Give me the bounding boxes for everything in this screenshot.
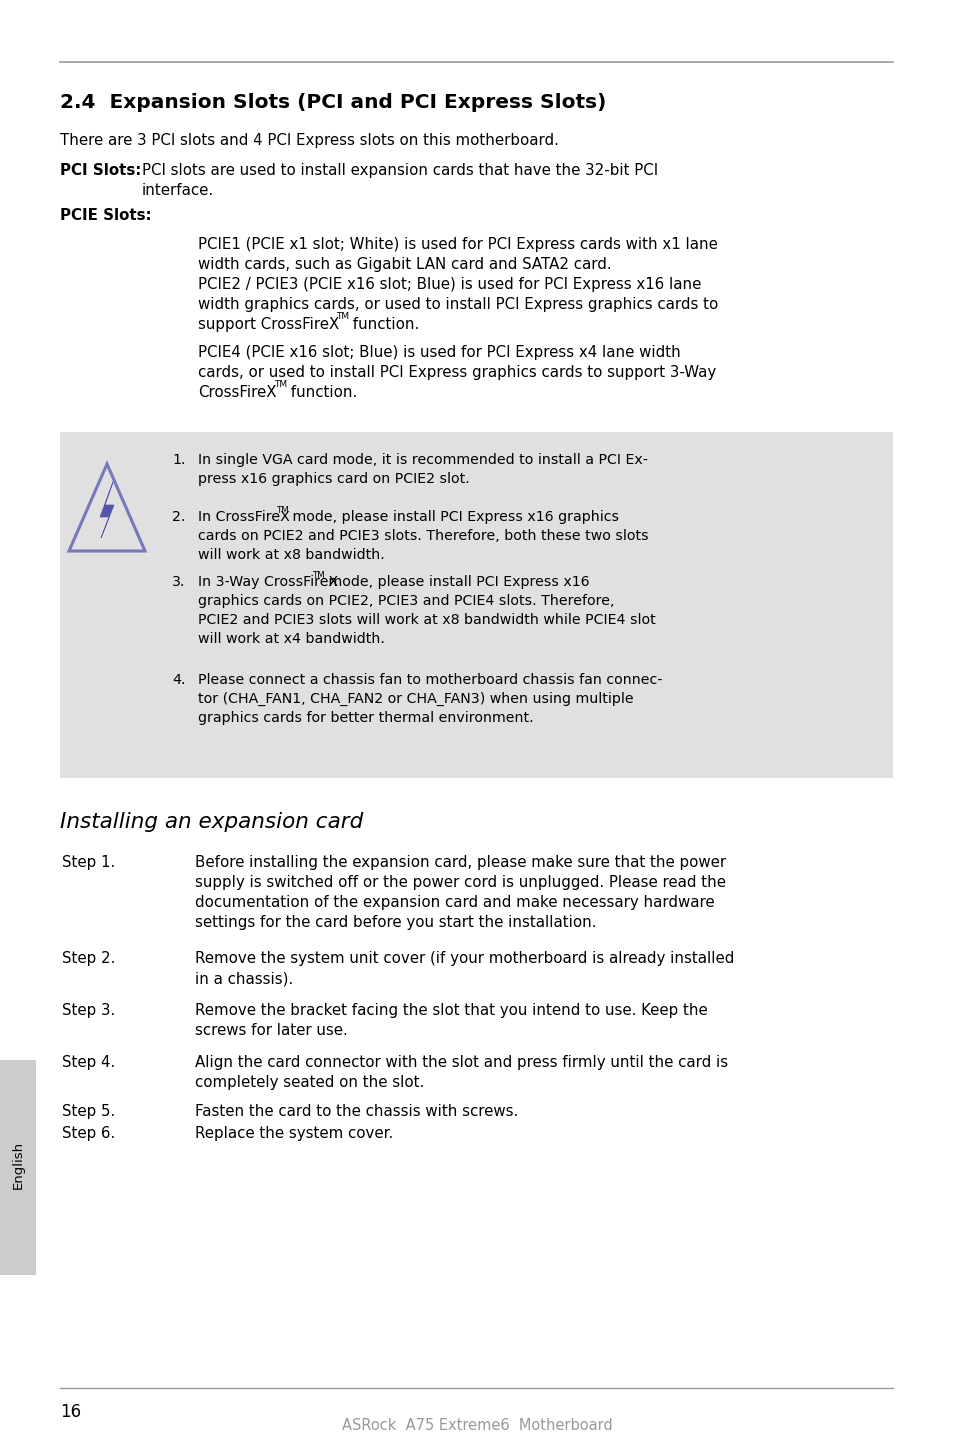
Text: Step 6.: Step 6. <box>62 1126 115 1141</box>
FancyBboxPatch shape <box>60 432 892 778</box>
Text: Remove the system unit cover (if your motherboard is already installed: Remove the system unit cover (if your mo… <box>194 951 734 967</box>
Text: Replace the system cover.: Replace the system cover. <box>194 1126 393 1141</box>
Text: Please connect a chassis fan to motherboard chassis fan connec-: Please connect a chassis fan to motherbo… <box>198 673 661 687</box>
Text: CrossFireX: CrossFireX <box>198 385 276 400</box>
Text: cards, or used to install PCI Express graphics cards to support 3-Way: cards, or used to install PCI Express gr… <box>198 365 716 379</box>
Text: PCI slots are used to install expansion cards that have the 32-bit PCI: PCI slots are used to install expansion … <box>142 163 658 178</box>
Text: TM: TM <box>276 505 290 516</box>
Text: TM: TM <box>313 571 326 580</box>
Text: documentation of the expansion card and make necessary hardware: documentation of the expansion card and … <box>194 895 714 909</box>
Text: 4.: 4. <box>172 673 185 687</box>
Text: PCIE Slots:: PCIE Slots: <box>60 208 152 223</box>
Text: Step 4.: Step 4. <box>62 1055 115 1070</box>
Text: TM: TM <box>274 379 287 390</box>
Text: PCIE2 and PCIE3 slots will work at x8 bandwidth while PCIE4 slot: PCIE2 and PCIE3 slots will work at x8 ba… <box>198 613 655 627</box>
Text: mode, please install PCI Express x16 graphics: mode, please install PCI Express x16 gra… <box>288 510 618 524</box>
Text: Step 3.: Step 3. <box>62 1002 115 1018</box>
Text: Before installing the expansion card, please make sure that the power: Before installing the expansion card, pl… <box>194 855 725 871</box>
Text: width cards, such as Gigabit LAN card and SATA2 card.: width cards, such as Gigabit LAN card an… <box>198 256 611 272</box>
Text: TM: TM <box>335 312 349 321</box>
Text: 2.4  Expansion Slots (PCI and PCI Express Slots): 2.4 Expansion Slots (PCI and PCI Express… <box>60 93 606 112</box>
FancyBboxPatch shape <box>0 1060 36 1274</box>
Text: Installing an expansion card: Installing an expansion card <box>60 812 363 832</box>
Text: PCIE1 (PCIE x1 slot; White) is used for PCI Express cards with x1 lane: PCIE1 (PCIE x1 slot; White) is used for … <box>198 238 717 252</box>
Text: graphics cards for better thermal environment.: graphics cards for better thermal enviro… <box>198 712 533 725</box>
Text: Step 1.: Step 1. <box>62 855 115 871</box>
Text: will work at x4 bandwidth.: will work at x4 bandwidth. <box>198 632 384 646</box>
Polygon shape <box>100 483 113 538</box>
Text: In CrossFireX: In CrossFireX <box>198 510 290 524</box>
Text: interface.: interface. <box>142 183 213 198</box>
Text: Step 2.: Step 2. <box>62 951 115 967</box>
Text: function.: function. <box>286 385 356 400</box>
Text: English: English <box>11 1141 25 1189</box>
Text: tor (CHA_FAN1, CHA_FAN2 or CHA_FAN3) when using multiple: tor (CHA_FAN1, CHA_FAN2 or CHA_FAN3) whe… <box>198 692 633 706</box>
Text: support CrossFireX: support CrossFireX <box>198 316 339 332</box>
Text: Fasten the card to the chassis with screws.: Fasten the card to the chassis with scre… <box>194 1104 517 1118</box>
Text: in a chassis).: in a chassis). <box>194 971 293 987</box>
Text: Remove the bracket facing the slot that you intend to use. Keep the: Remove the bracket facing the slot that … <box>194 1002 707 1018</box>
Text: 1.: 1. <box>172 453 185 467</box>
Text: 2.: 2. <box>172 510 185 524</box>
Text: mode, please install PCI Express x16: mode, please install PCI Express x16 <box>324 576 589 589</box>
Text: Align the card connector with the slot and press firmly until the card is: Align the card connector with the slot a… <box>194 1055 727 1070</box>
Text: width graphics cards, or used to install PCI Express graphics cards to: width graphics cards, or used to install… <box>198 296 718 312</box>
Text: screws for later use.: screws for later use. <box>194 1022 348 1038</box>
Text: ASRock  A75 Extreme6  Motherboard: ASRock A75 Extreme6 Motherboard <box>341 1418 612 1432</box>
Text: 16: 16 <box>60 1403 81 1421</box>
Text: There are 3 PCI slots and 4 PCI Express slots on this motherboard.: There are 3 PCI slots and 4 PCI Express … <box>60 133 558 147</box>
Text: graphics cards on PCIE2, PCIE3 and PCIE4 slots. Therefore,: graphics cards on PCIE2, PCIE3 and PCIE4… <box>198 594 614 609</box>
Text: PCI Slots:: PCI Slots: <box>60 163 141 178</box>
Text: PCIE4 (PCIE x16 slot; Blue) is used for PCI Express x4 lane width: PCIE4 (PCIE x16 slot; Blue) is used for … <box>198 345 680 359</box>
Text: cards on PCIE2 and PCIE3 slots. Therefore, both these two slots: cards on PCIE2 and PCIE3 slots. Therefor… <box>198 528 648 543</box>
Text: In 3-Way CrossFireX: In 3-Way CrossFireX <box>198 576 337 589</box>
Text: 3.: 3. <box>172 576 185 589</box>
Text: supply is switched off or the power cord is unplugged. Please read the: supply is switched off or the power cord… <box>194 875 725 891</box>
Text: function.: function. <box>348 316 418 332</box>
Text: completely seated on the slot.: completely seated on the slot. <box>194 1075 424 1090</box>
Text: PCIE2 / PCIE3 (PCIE x16 slot; Blue) is used for PCI Express x16 lane: PCIE2 / PCIE3 (PCIE x16 slot; Blue) is u… <box>198 276 700 292</box>
Text: press x16 graphics card on PCIE2 slot.: press x16 graphics card on PCIE2 slot. <box>198 473 469 485</box>
Text: In single VGA card mode, it is recommended to install a PCI Ex-: In single VGA card mode, it is recommend… <box>198 453 647 467</box>
Text: settings for the card before you start the installation.: settings for the card before you start t… <box>194 915 596 929</box>
Text: Step 5.: Step 5. <box>62 1104 115 1118</box>
Text: will work at x8 bandwidth.: will work at x8 bandwidth. <box>198 548 384 561</box>
